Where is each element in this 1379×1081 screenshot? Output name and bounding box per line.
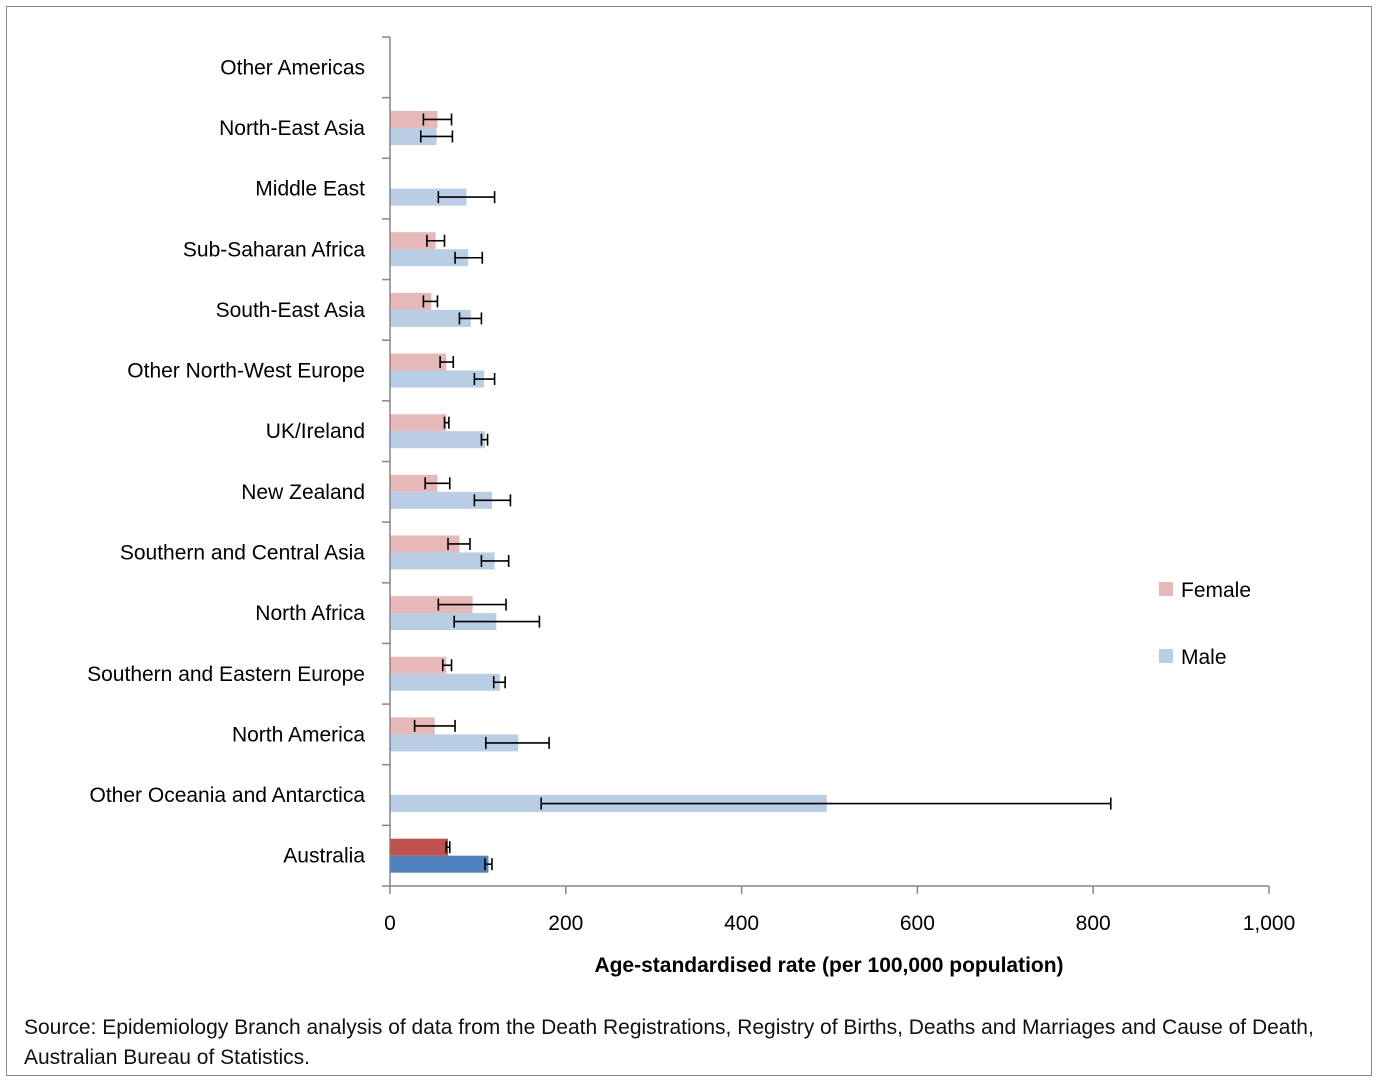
category-label: North-East Asia	[219, 117, 365, 140]
x-tick-label: 200	[548, 912, 583, 935]
bar-female	[390, 232, 436, 250]
x-tick-label: 400	[724, 912, 759, 935]
error-bar-male	[458, 312, 483, 325]
bar-male	[390, 673, 500, 691]
error-bar-female	[437, 598, 507, 611]
error-bars-layer	[413, 113, 1112, 871]
bar-male	[390, 188, 467, 206]
category-label: Other Oceania and Antarctica	[90, 784, 366, 807]
category-label: Southern and Central Asia	[120, 541, 365, 564]
category-label: New Zealand	[241, 481, 365, 504]
bar-female	[390, 110, 438, 128]
bar-female	[390, 596, 473, 614]
category-label: North America	[232, 723, 365, 746]
bar-female	[390, 292, 432, 310]
axes-layer	[382, 36, 1270, 894]
error-bar-female	[447, 537, 471, 550]
x-axis-label: Age-standardised rate (per 100,000 popul…	[594, 954, 1063, 977]
bar-male	[390, 491, 492, 509]
error-bar-male	[480, 433, 489, 446]
bar-female	[390, 353, 447, 371]
chart-frame	[6, 6, 1372, 1076]
legend: Female Male	[1159, 579, 1251, 669]
bar-male	[390, 127, 437, 145]
category-label: Other North-West Europe	[127, 360, 365, 383]
error-bar-female	[439, 356, 455, 369]
category-label: Sub-Saharan Africa	[183, 238, 365, 261]
bars-layer	[390, 110, 827, 873]
error-bar-male	[485, 736, 550, 749]
bar-female	[390, 535, 460, 553]
bar-male	[390, 309, 471, 327]
x-tick-label: 1,000	[1243, 912, 1296, 935]
legend-label-female: Female	[1181, 579, 1251, 602]
category-label: South-East Asia	[216, 299, 366, 322]
bar-female	[390, 717, 435, 735]
bar-male	[390, 249, 469, 267]
bar-female	[390, 414, 447, 432]
x-tick-label: 800	[1076, 912, 1111, 935]
bar-female	[390, 656, 447, 674]
bar-male	[390, 613, 497, 631]
error-bar-female	[422, 295, 439, 308]
source-note: Source: Epidemiology Branch analysis of …	[24, 1016, 1314, 1069]
bar-female	[390, 838, 449, 856]
bar-male	[390, 552, 495, 570]
error-bar-female	[443, 416, 450, 429]
bar-chart: Australia Other Oceania and Antarctica Nor…	[87, 36, 1295, 977]
bar-male	[390, 370, 485, 388]
category-label: UK/Ireland	[266, 420, 365, 443]
error-bar-male	[484, 858, 493, 871]
category-label: North Africa	[255, 602, 365, 625]
error-bar-male	[419, 130, 454, 143]
error-bar-male	[473, 494, 512, 507]
error-bar-male	[454, 251, 484, 264]
error-bar-male	[492, 676, 506, 689]
category-label: Middle East	[255, 178, 365, 201]
category-label: Southern and Eastern Europe	[87, 663, 365, 686]
bar-male	[390, 855, 489, 873]
category-label: Australia	[283, 845, 365, 868]
legend-label-male: Male	[1181, 646, 1227, 669]
error-bar-female	[422, 113, 453, 126]
error-bar-female	[424, 477, 451, 490]
error-bar-female	[413, 719, 456, 732]
bar-male	[390, 431, 485, 449]
error-bar-female	[441, 659, 453, 672]
error-bar-male	[473, 373, 496, 386]
error-bar-male	[480, 554, 510, 567]
legend-swatch-male	[1159, 649, 1173, 663]
x-tick-label: 600	[900, 912, 935, 935]
category-label: Other Americas	[220, 56, 365, 79]
error-bar-male	[437, 191, 496, 204]
labels-layer: Australia Other Oceania and Antarctica Nor…	[87, 56, 1295, 935]
error-bar-male	[540, 797, 1112, 810]
error-bar-female	[426, 234, 446, 247]
legend-swatch-female	[1159, 582, 1173, 596]
error-bar-female	[445, 841, 451, 854]
x-tick-label: 0	[384, 912, 396, 935]
error-bar-male	[453, 615, 541, 628]
